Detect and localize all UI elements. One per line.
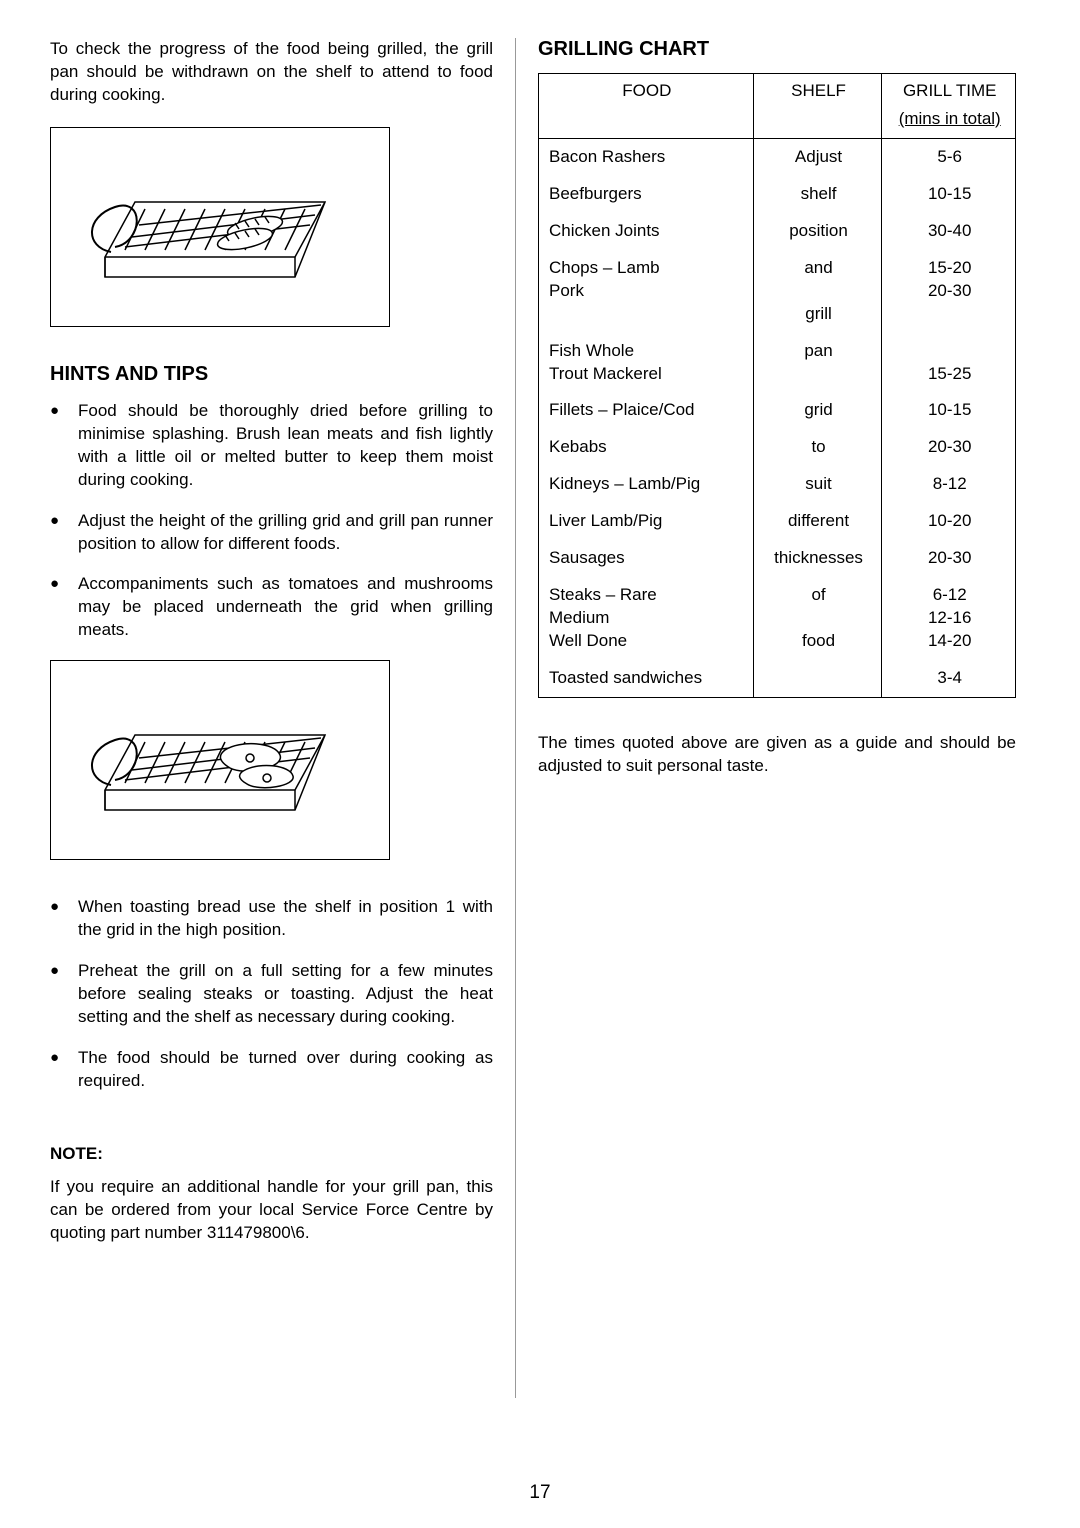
table-cell-time: 8-12 (882, 466, 1016, 503)
note-text: If you require an additional handle for … (50, 1176, 493, 1245)
table-cell-food: Kidneys – Lamb/Pig (539, 466, 754, 503)
page-number: 17 (0, 1482, 1080, 1504)
chart-heading: GRILLING CHART (538, 38, 1016, 61)
col-header-blank (753, 108, 882, 138)
grill-pan-icon (75, 147, 365, 307)
bullet-item: When toasting bread use the shelf in pos… (50, 896, 493, 942)
col-header-time-units: (mins in total) (882, 108, 1016, 138)
table-cell-time: 6-12 12-16 14-20 (882, 577, 1016, 660)
table-cell-shelf: Adjust (753, 138, 882, 175)
col-header-time: GRILL TIME (882, 74, 1016, 109)
table-cell-food: Kebabs (539, 429, 754, 466)
left-column: To check the progress of the food being … (50, 38, 515, 1398)
table-cell-time: 5-6 (882, 138, 1016, 175)
table-cell-food: Beefburgers (539, 176, 754, 213)
table-cell-food: Fillets – Plaice/Cod (539, 392, 754, 429)
table-cell-food: Toasted sandwiches (539, 660, 754, 697)
table-cell-shelf: different (753, 503, 882, 540)
table-cell-time: 10-15 (882, 176, 1016, 213)
bullet-item: The food should be turned over during co… (50, 1047, 493, 1093)
table-cell-shelf: shelf (753, 176, 882, 213)
table-cell-shelf: pan (753, 333, 882, 393)
table-cell-time: 20-30 (882, 429, 1016, 466)
table-cell-time: 15-25 (882, 333, 1016, 393)
col-header-blank (539, 108, 754, 138)
col-header-shelf: SHELF (753, 74, 882, 109)
table-cell-time: 15-20 20-30 (882, 250, 1016, 333)
table-cell-time: 10-15 (882, 392, 1016, 429)
table-cell-shelf: position (753, 213, 882, 250)
chart-footnote: The times quoted above are given as a gu… (538, 732, 1016, 778)
table-cell-shelf: suit (753, 466, 882, 503)
table-cell-food: Fish Whole Trout Mackerel (539, 333, 754, 393)
right-column: GRILLING CHART FOOD SHELF GRILL TIME (mi… (516, 38, 1016, 1398)
table-cell-shelf: of food (753, 577, 882, 660)
table-cell-food: Liver Lamb/Pig (539, 503, 754, 540)
table-cell-time: 10-20 (882, 503, 1016, 540)
bullet-item: Preheat the grill on a full setting for … (50, 960, 493, 1029)
col-header-food: FOOD (539, 74, 754, 109)
table-cell-time: 20-30 (882, 540, 1016, 577)
table-cell-food: Bacon Rashers (539, 138, 754, 175)
table-cell-shelf: and grill (753, 250, 882, 333)
grilling-chart-table: FOOD SHELF GRILL TIME (mins in total) Ba… (538, 73, 1016, 698)
grill-pan-with-food-icon (75, 680, 365, 840)
page-content: To check the progress of the food being … (50, 38, 1020, 1398)
table-cell-time: 3-4 (882, 660, 1016, 697)
bullets-list-b: When toasting bread use the shelf in pos… (50, 896, 493, 1093)
bullet-item: Adjust the height of the grilling grid a… (50, 510, 493, 556)
note-label: NOTE: (50, 1143, 493, 1166)
intro-text: To check the progress of the food being … (50, 38, 493, 107)
table-cell-shelf: thicknesses (753, 540, 882, 577)
table-cell-shelf (753, 660, 882, 697)
grill-pan-figure-2 (50, 660, 390, 860)
table-cell-food: Steaks – Rare Medium Well Done (539, 577, 754, 660)
hints-heading: HINTS AND TIPS (50, 363, 493, 386)
bullet-item: Food should be thoroughly dried before g… (50, 400, 493, 492)
table-cell-time: 30-40 (882, 213, 1016, 250)
table-cell-food: Chicken Joints (539, 213, 754, 250)
bullets-list-a: Food should be thoroughly dried before g… (50, 400, 493, 642)
table-cell-food: Chops – Lamb Pork (539, 250, 754, 333)
table-cell-food: Sausages (539, 540, 754, 577)
grill-pan-figure-1 (50, 127, 390, 327)
table-cell-shelf: to (753, 429, 882, 466)
bullet-item: Accompaniments such as tomatoes and mush… (50, 573, 493, 642)
table-cell-shelf: grid (753, 392, 882, 429)
